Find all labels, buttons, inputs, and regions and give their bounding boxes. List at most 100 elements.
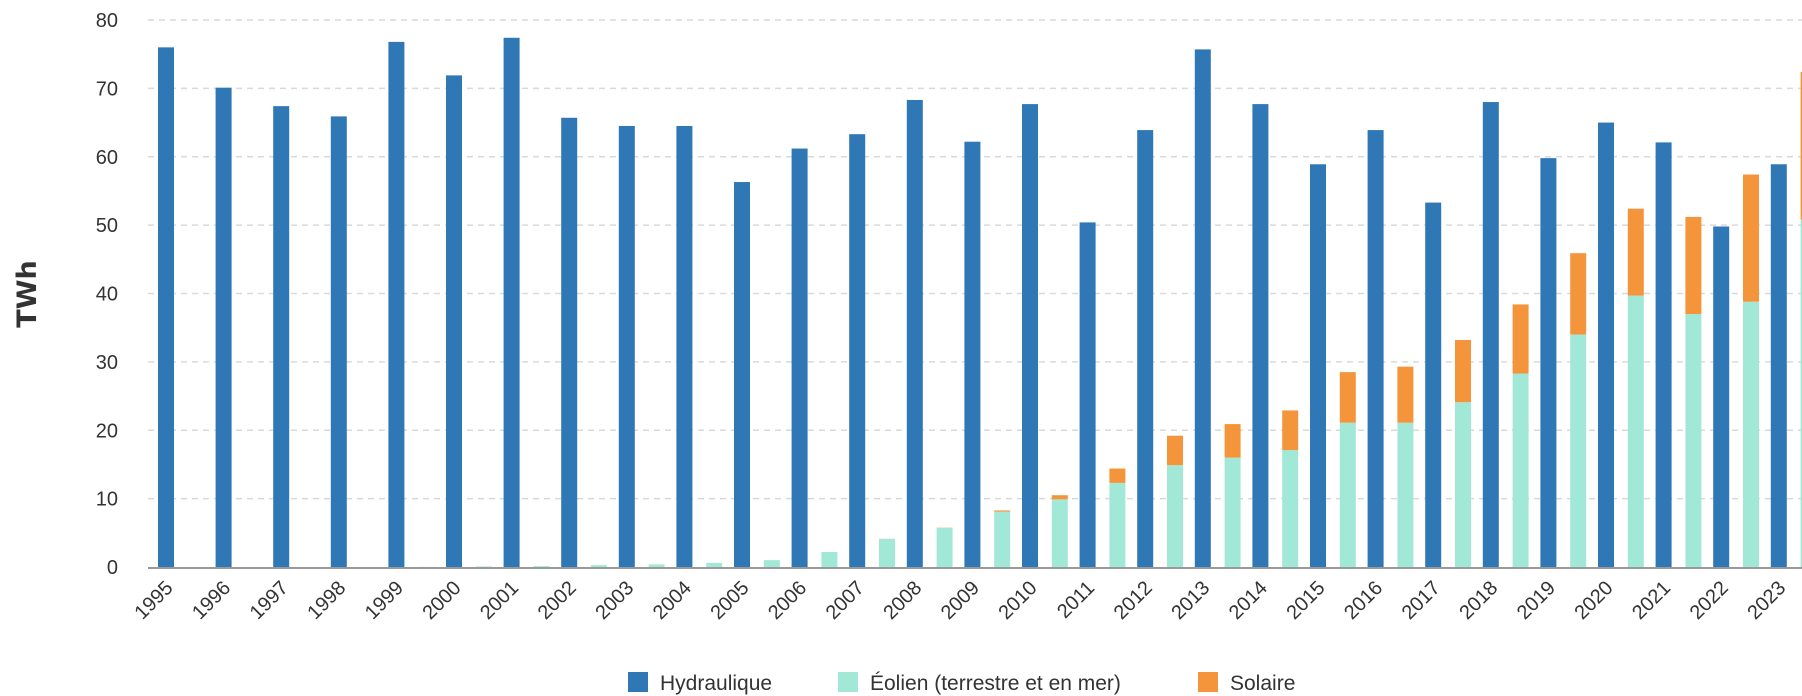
x-tick-label: 2005 — [707, 577, 754, 624]
bar-solaire — [1224, 424, 1241, 458]
bar-group-2012 — [1137, 130, 1183, 568]
bar-eolien — [1743, 301, 1759, 567]
x-tick-label: 2001 — [476, 577, 523, 624]
bar-solaire — [1570, 253, 1587, 335]
x-tick-label: 2009 — [937, 577, 984, 624]
bar-hydraulique — [1194, 49, 1211, 568]
bar-group-2000 — [446, 75, 492, 567]
y-tick-label: 40 — [96, 284, 118, 306]
bar-hydraulique — [1022, 104, 1038, 567]
bar-eolien — [1685, 314, 1702, 567]
bar-hydraulique — [1425, 202, 1442, 567]
x-tick-label: 2014 — [1225, 577, 1272, 624]
bar-group-2002 — [561, 117, 607, 568]
x-tick-label: 2015 — [1283, 577, 1330, 624]
legend-item[interactable]: Solaire — [1198, 672, 1295, 695]
bar-eolien — [936, 528, 953, 567]
y-tick-label: 0 — [107, 557, 118, 579]
bar-eolien — [533, 566, 550, 567]
legend-swatch — [628, 672, 648, 692]
bar-group-2019 — [1540, 158, 1587, 567]
bar-hydraulique — [1770, 164, 1787, 568]
x-tick-label: 2020 — [1571, 577, 1618, 624]
bar-eolien — [879, 538, 895, 567]
legend-label: Éolien (terrestre et en mer) — [870, 672, 1121, 695]
bar-group-2023 — [1770, 71, 1802, 568]
bar-group-1995 — [158, 47, 174, 568]
bar-group-2022 — [1713, 174, 1759, 567]
bar-solaire — [1109, 468, 1126, 483]
x-tick-label: 2022 — [1686, 577, 1733, 624]
bar-eolien — [763, 560, 780, 567]
bar-eolien — [648, 564, 665, 567]
bar-solaire — [1800, 71, 1802, 220]
bar-eolien — [591, 565, 607, 567]
bar-eolien — [994, 511, 1011, 567]
y-tick-label: 10 — [96, 489, 118, 511]
bar-group-1997 — [273, 106, 290, 567]
bar-group-2009 — [964, 141, 1011, 567]
bar-group-2018 — [1482, 102, 1529, 568]
x-tick-label: 1996 — [188, 577, 235, 624]
y-tick-label: 70 — [96, 78, 118, 100]
bar-group-2007 — [849, 134, 895, 567]
bar-solaire — [1397, 366, 1414, 423]
x-tick-label: 2010 — [995, 577, 1042, 624]
x-tick-label: 1997 — [246, 577, 293, 624]
x-tick-label: 2004 — [649, 577, 696, 624]
x-tick-label: 2012 — [1110, 577, 1157, 624]
x-tick-label: 2011 — [1053, 577, 1099, 623]
bar-hydraulique — [676, 125, 693, 567]
bar-eolien — [1282, 450, 1299, 567]
bar-eolien — [475, 566, 492, 567]
bar-group-1998 — [330, 116, 347, 567]
bar-hydraulique — [1655, 142, 1672, 568]
bar-eolien — [1397, 422, 1414, 567]
y-tick-label: 60 — [96, 147, 118, 169]
x-tick-label: 2007 — [822, 577, 869, 624]
x-tick-label: 2003 — [591, 577, 638, 624]
x-tick-label: 2016 — [1340, 577, 1387, 624]
bar-eolien — [821, 551, 838, 567]
bar-group-2001 — [503, 37, 550, 567]
bar-eolien — [1627, 295, 1644, 567]
bar-hydraulique — [1482, 102, 1499, 568]
legend-item[interactable]: Hydraulique — [628, 672, 772, 695]
bar-group-2008 — [906, 99, 953, 567]
bar-group-2021 — [1655, 142, 1702, 568]
legend-swatch — [838, 672, 858, 692]
bar-hydraulique — [273, 106, 290, 567]
bar-solaire — [1282, 410, 1299, 451]
bar-group-2014 — [1252, 104, 1299, 567]
bar-group-2003 — [618, 125, 665, 567]
y-tick-label: 80 — [96, 10, 118, 32]
bar-hydraulique — [158, 47, 174, 568]
legend: Hydraulique Éolien (terrestre et en mer) S… — [628, 672, 1295, 695]
bar-group-1999 — [388, 41, 435, 567]
legend-item[interactable]: Éolien (terrestre et en mer) — [838, 672, 1121, 695]
bar-hydraulique — [849, 134, 866, 567]
bar-group-2016 — [1367, 130, 1414, 568]
bar-solaire — [994, 510, 1011, 512]
bar-hydraulique — [791, 148, 808, 568]
bar-solaire — [1627, 208, 1644, 296]
bar-eolien — [1570, 334, 1587, 567]
bar-solaire — [1512, 304, 1529, 374]
bar-solaire — [1051, 495, 1068, 500]
x-tick-label: 2002 — [534, 577, 581, 624]
bar-hydraulique — [1137, 130, 1154, 568]
x-tick-label: 1995 — [131, 577, 178, 624]
x-tick-label: 1999 — [361, 577, 408, 624]
bar-group-2010 — [1022, 104, 1068, 567]
bar-group-2015 — [1310, 164, 1356, 568]
x-tick-label: 2021 — [1628, 577, 1675, 624]
x-tick-label: 2008 — [879, 577, 926, 624]
bar-eolien — [1051, 499, 1068, 567]
y-tick-label: 20 — [96, 420, 118, 442]
bar-eolien — [1167, 465, 1183, 567]
bar-hydraulique — [561, 117, 578, 568]
bar-solaire — [1455, 339, 1471, 403]
bar-hydraulique — [330, 116, 347, 567]
x-tick-label: 2018 — [1455, 577, 1502, 624]
